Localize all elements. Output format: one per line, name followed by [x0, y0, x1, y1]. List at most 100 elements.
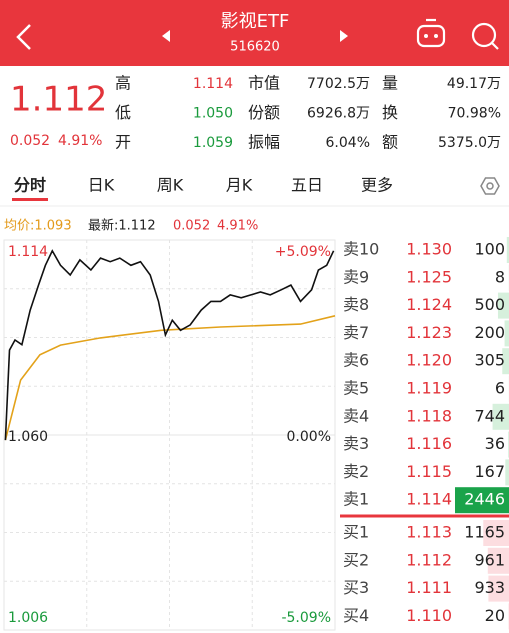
stat-label: 额: [382, 133, 398, 152]
book-price: 1.120: [406, 351, 452, 370]
code: 516620: [230, 40, 280, 55]
volume-bar: [502, 348, 509, 375]
book-price: 1.111: [406, 578, 452, 597]
avg-price: 均价:1.093: [4, 219, 72, 234]
axis-label: 0.00%: [287, 429, 331, 445]
stat-label: 量: [382, 74, 398, 93]
book-price: 1.114: [406, 490, 452, 509]
info-change-pct: 4.91%: [217, 219, 258, 234]
stat-value: 7702.5万: [307, 76, 370, 92]
stat-value: 5375.0万: [438, 135, 501, 151]
book-label: 卖10: [343, 240, 379, 259]
latest-price: 最新:1.112: [88, 218, 156, 234]
stat-value: 1.114: [193, 76, 233, 92]
tab[interactable]: 周K: [157, 176, 184, 195]
volume-bar: [455, 487, 509, 514]
book-label: 卖5: [343, 379, 369, 398]
stats: 高 1.114 市值 7702.5万量 49.17万低 1.050 份额 6926.8万换 70…: [115, 74, 501, 152]
grid: [4, 240, 335, 630]
book-price: 1.110: [406, 606, 452, 625]
book-volume: 2446: [464, 490, 505, 509]
stat-label: 份额: [248, 103, 280, 122]
axis-label: 1.006: [8, 610, 48, 626]
tab[interactable]: 分时: [14, 176, 46, 195]
change-pct: 4.91%: [58, 133, 102, 149]
book-price: 1.118: [406, 406, 452, 425]
book-volume: 961: [474, 550, 505, 569]
tab[interactable]: 五日: [291, 176, 323, 195]
axis-label: 1.114: [8, 244, 48, 260]
book-price: 1.116: [406, 434, 452, 453]
book-label: 买4: [343, 606, 369, 625]
book-price: 1.124: [406, 295, 452, 314]
order-book: 卖10 1.130 100 卖9 1.125 8 卖8 1.124 500 卖7 1.123 200 卖…: [340, 237, 509, 630]
book-label: 卖1: [343, 490, 369, 509]
info-change: 0.052: [173, 219, 210, 234]
price: 1.112: [10, 80, 107, 120]
book-volume: 100: [474, 240, 505, 259]
tabs: 分时 日K 周K 月K 五日 更多: [14, 176, 393, 195]
header-bar: [0, 0, 509, 66]
volume-bar: [506, 237, 509, 263]
book-label: 卖9: [343, 267, 369, 286]
stat-value: 6.04%: [326, 135, 370, 151]
search-circle: [471, 22, 497, 48]
stat-label: 低: [115, 103, 131, 122]
tab-underline: [12, 198, 48, 201]
search-icon[interactable]: [471, 22, 499, 50]
book-label: 卖6: [343, 351, 369, 370]
volume-bar: [488, 575, 509, 602]
book-volume: 933: [474, 578, 505, 597]
book-volume: 500: [474, 295, 505, 314]
axis-label: +5.09%: [275, 244, 331, 260]
tab[interactable]: 月K: [226, 176, 253, 195]
search-handle: [491, 42, 499, 50]
stat-label: 开: [115, 133, 131, 152]
book-label: 买3: [343, 578, 369, 597]
price-line: [4, 249, 335, 441]
book-price: 1.113: [406, 523, 452, 542]
book-volume: 200: [474, 323, 505, 342]
stat-label: 换: [382, 103, 398, 122]
stat-label: 高: [115, 74, 131, 93]
volume-bar: [497, 292, 509, 319]
settings-icon[interactable]: [480, 177, 500, 195]
avg-line: [4, 315, 336, 441]
volume-bar: [483, 520, 509, 546]
stat-label: 市值: [248, 74, 280, 93]
tab[interactable]: 更多: [361, 176, 393, 195]
back-button[interactable]: [16, 24, 31, 50]
tab[interactable]: 日K: [88, 176, 115, 195]
book-label: 卖7: [343, 323, 369, 342]
next-button[interactable]: [340, 30, 348, 42]
robot-icon[interactable]: [416, 18, 446, 48]
prev-button[interactable]: [162, 30, 170, 42]
title: 影视ETF: [221, 11, 290, 32]
stat-value: 1.059: [193, 135, 233, 151]
book-label: 卖4: [343, 406, 369, 425]
stat-value: 70.98%: [448, 106, 501, 122]
book-volume: 6: [495, 379, 505, 398]
book-price: 1.130: [406, 240, 452, 259]
book-volume: 8: [495, 267, 505, 286]
stat-value: 1.050: [193, 106, 233, 122]
volume-bar: [492, 403, 509, 430]
book-label: 买1: [343, 523, 369, 542]
book-volume: 20: [485, 606, 505, 625]
book-volume: 1165: [464, 523, 505, 542]
book-volume: 167: [474, 462, 505, 481]
robot-eye: [434, 34, 438, 38]
robot-eye: [424, 34, 428, 38]
stat-value: 6926.8万: [307, 106, 370, 122]
book-label: 卖3: [343, 434, 369, 453]
book-label: 卖2: [343, 462, 369, 481]
intraday-chart: 1.114 +5.09% 1.060 0.00% 1.006 -5.09%: [4, 244, 336, 626]
book-price: 1.112: [406, 550, 452, 569]
settings-dot: [486, 182, 494, 190]
settings-hex: [480, 177, 500, 195]
book-volume: 744: [474, 406, 505, 425]
volume-bar: [505, 459, 509, 486]
book-volume: 36: [485, 434, 505, 453]
book-volume: 305: [474, 351, 505, 370]
